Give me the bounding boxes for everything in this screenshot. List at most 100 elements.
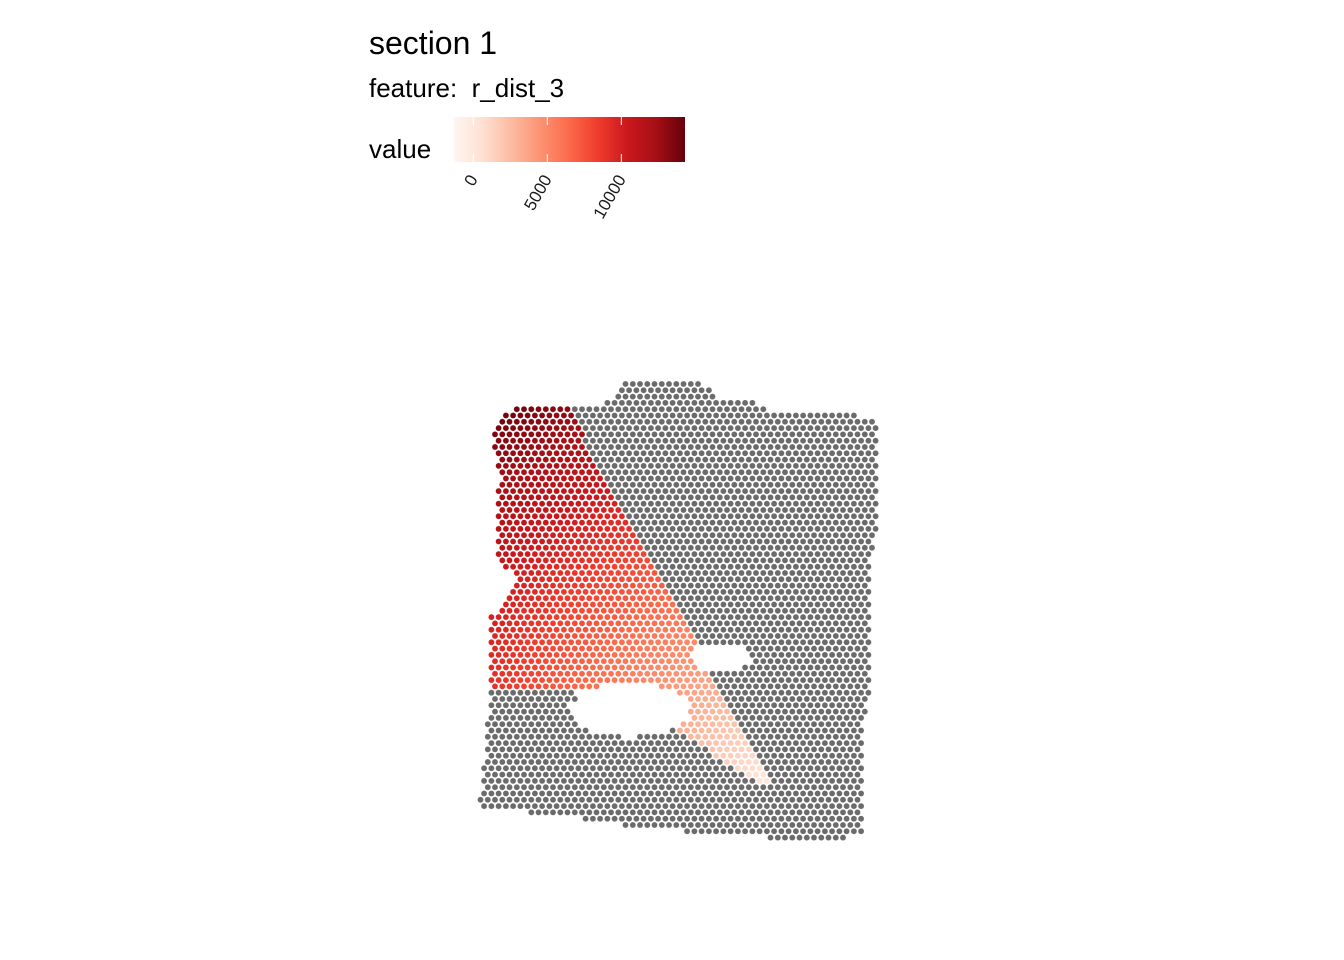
spot-na bbox=[720, 689, 727, 696]
spot-na bbox=[575, 777, 582, 785]
spot-valued bbox=[644, 670, 651, 677]
spot-valued bbox=[611, 525, 618, 533]
spot-valued bbox=[636, 544, 644, 551]
spot-valued bbox=[654, 676, 662, 684]
spot-valued bbox=[647, 626, 655, 633]
spot-na bbox=[741, 802, 749, 810]
spot-na bbox=[749, 601, 756, 608]
spot-na bbox=[702, 632, 709, 640]
spot-na bbox=[741, 676, 749, 684]
spot-na bbox=[615, 758, 622, 766]
spot-na bbox=[727, 702, 734, 709]
spot-na bbox=[625, 475, 633, 482]
spot-valued bbox=[535, 494, 542, 501]
spot-valued bbox=[499, 658, 506, 665]
spot-na bbox=[502, 727, 510, 734]
spot-valued bbox=[589, 487, 597, 495]
spot-valued bbox=[564, 481, 571, 488]
spot-na bbox=[712, 613, 720, 621]
spot-valued bbox=[517, 525, 524, 533]
spot-na bbox=[669, 765, 676, 772]
spot-na bbox=[807, 651, 814, 659]
spot-na bbox=[774, 683, 781, 690]
spot-valued bbox=[618, 550, 626, 558]
spot-na bbox=[832, 695, 839, 703]
spot-na bbox=[622, 494, 629, 501]
spot-na bbox=[694, 380, 702, 388]
spot-valued bbox=[509, 676, 517, 684]
spot-na bbox=[716, 506, 723, 514]
spot-valued bbox=[564, 532, 571, 539]
spot-na bbox=[698, 828, 705, 835]
spot-na bbox=[738, 519, 745, 526]
spot-na bbox=[607, 784, 615, 791]
spot-na bbox=[593, 418, 600, 425]
spot-na bbox=[832, 746, 839, 753]
spot-valued bbox=[611, 601, 618, 608]
spot-na bbox=[796, 771, 803, 778]
spot-na bbox=[839, 595, 847, 602]
spot-na bbox=[752, 607, 760, 614]
spot-na bbox=[716, 758, 723, 766]
spot-na bbox=[738, 456, 745, 463]
spot-na bbox=[843, 727, 850, 734]
spot-na bbox=[803, 431, 810, 438]
spot-na bbox=[854, 418, 861, 425]
spot-na bbox=[857, 639, 865, 646]
spot-na bbox=[825, 632, 832, 640]
spot-valued bbox=[502, 462, 510, 470]
spot-valued bbox=[542, 443, 549, 451]
spot-na bbox=[673, 443, 680, 451]
spot-na bbox=[749, 802, 756, 810]
spot-na bbox=[767, 784, 774, 791]
spot-na bbox=[767, 418, 774, 425]
spot-na bbox=[785, 475, 792, 482]
spot-valued bbox=[625, 639, 633, 646]
spot-na bbox=[615, 771, 622, 778]
spot-valued bbox=[611, 576, 618, 583]
spot-na bbox=[741, 475, 749, 482]
spot-valued bbox=[727, 727, 734, 734]
spot-na bbox=[785, 412, 792, 419]
spot-valued bbox=[571, 456, 578, 463]
spot-na bbox=[810, 418, 818, 425]
spot-na bbox=[760, 683, 767, 690]
spot-na bbox=[781, 418, 789, 425]
spot-na bbox=[828, 802, 836, 810]
spot-na bbox=[673, 557, 680, 564]
spot-valued bbox=[546, 613, 553, 621]
spot-valued bbox=[491, 431, 499, 438]
spot-na bbox=[673, 771, 680, 778]
spot-na bbox=[803, 557, 810, 564]
spot-valued bbox=[596, 626, 604, 633]
spot-na bbox=[734, 790, 742, 797]
spot-na bbox=[770, 689, 778, 696]
spot-na bbox=[698, 500, 705, 507]
spot-valued bbox=[709, 695, 716, 703]
spot-na bbox=[774, 809, 781, 816]
spot-na bbox=[807, 639, 814, 646]
spot-na bbox=[850, 651, 858, 659]
spot-na bbox=[749, 626, 756, 633]
spot-na bbox=[752, 569, 760, 577]
spot-valued bbox=[520, 607, 528, 614]
spot-na bbox=[745, 443, 752, 451]
spot-valued bbox=[687, 695, 694, 703]
spot-na bbox=[741, 777, 749, 785]
spot-na bbox=[749, 462, 756, 470]
spot-na bbox=[662, 790, 669, 797]
spot-na bbox=[651, 506, 658, 514]
spot-na bbox=[593, 406, 600, 413]
spot-na bbox=[680, 809, 687, 816]
spot-na bbox=[683, 525, 691, 533]
spot-na bbox=[839, 620, 847, 627]
spot-na bbox=[774, 443, 781, 451]
spot-na bbox=[633, 790, 640, 797]
spot-na bbox=[600, 733, 607, 740]
spot-na bbox=[799, 601, 807, 608]
spot-na bbox=[687, 494, 694, 501]
spot-na bbox=[720, 777, 727, 785]
spot-na bbox=[814, 802, 821, 810]
spot-valued bbox=[553, 613, 560, 621]
spot-na bbox=[702, 582, 709, 589]
